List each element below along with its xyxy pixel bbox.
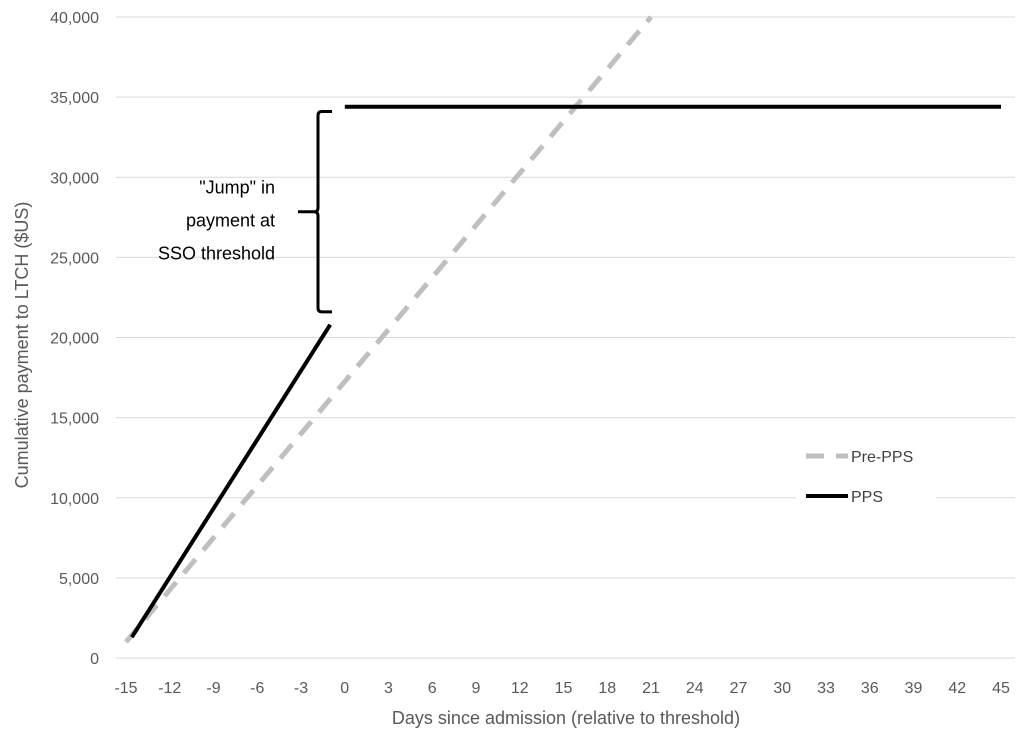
bracket-shape [298, 110, 332, 314]
x-axis-title: Days since admission (relative to thresh… [392, 708, 740, 728]
x-tick-label: 42 [948, 680, 966, 697]
y-tick-label: 20,000 [50, 331, 99, 348]
gridlines [116, 16, 1015, 659]
y-tick-label: 15,000 [50, 411, 99, 428]
x-tick-label: 36 [861, 680, 879, 697]
pps-legend-label: PPS [851, 489, 883, 506]
pre-pps-series-line [124, 15, 653, 644]
y-tick-label: 25,000 [50, 250, 99, 267]
series-lines [124, 15, 1001, 644]
x-tick-label: 6 [428, 680, 437, 697]
annotation-text-line: payment at [186, 211, 275, 231]
x-tick-label: 15 [555, 680, 573, 697]
x-tick-label: 30 [773, 680, 791, 697]
annotation: "Jump" in payment at SSO threshold [158, 110, 332, 314]
y-tick-label: 10,000 [50, 491, 99, 508]
x-tick-label: -15 [114, 680, 137, 697]
x-axis-ticks: -15 -12 -9 -6 -3 0 3 6 9 12 15 18 21 24 27 30 33 36 39 42 45 [114, 680, 1010, 697]
x-tick-label: 3 [384, 680, 393, 697]
x-tick-label: -3 [294, 680, 308, 697]
y-tick-label: 5,000 [59, 571, 99, 588]
legend: Pre-PPS PPS [796, 432, 936, 514]
y-tick-label: 30,000 [50, 170, 99, 187]
x-tick-label: 12 [511, 680, 529, 697]
x-tick-label: 9 [472, 680, 481, 697]
x-tick-label: -9 [206, 680, 220, 697]
x-tick-label: -6 [250, 680, 264, 697]
x-tick-label: 24 [686, 680, 704, 697]
x-tick-label: 39 [905, 680, 923, 697]
x-tick-label: 27 [730, 680, 748, 697]
y-axis-ticks: 0 5,000 10,000 15,000 20,000 25,000 30,000 35,0… [50, 10, 99, 668]
x-tick-label: 33 [817, 680, 835, 697]
x-tick-label: 18 [598, 680, 616, 697]
y-tick-label: 35,000 [50, 90, 99, 107]
legend-background [796, 432, 936, 514]
y-tick-label: 40,000 [50, 10, 99, 27]
pre-pps-legend-label: Pre-PPS [851, 449, 913, 466]
y-axis-title: Cumulative payment to LTCH ($US) [12, 202, 32, 489]
x-tick-label: -12 [158, 680, 181, 697]
x-tick-label: 0 [340, 680, 349, 697]
annotation-text-line: "Jump" in [199, 178, 275, 198]
x-tick-label: 45 [992, 680, 1010, 697]
annotation-text-line: SSO threshold [158, 244, 275, 264]
y-tick-label: 0 [90, 651, 99, 668]
pps-series-line [130, 323, 332, 639]
x-tick-label: 21 [642, 680, 660, 697]
